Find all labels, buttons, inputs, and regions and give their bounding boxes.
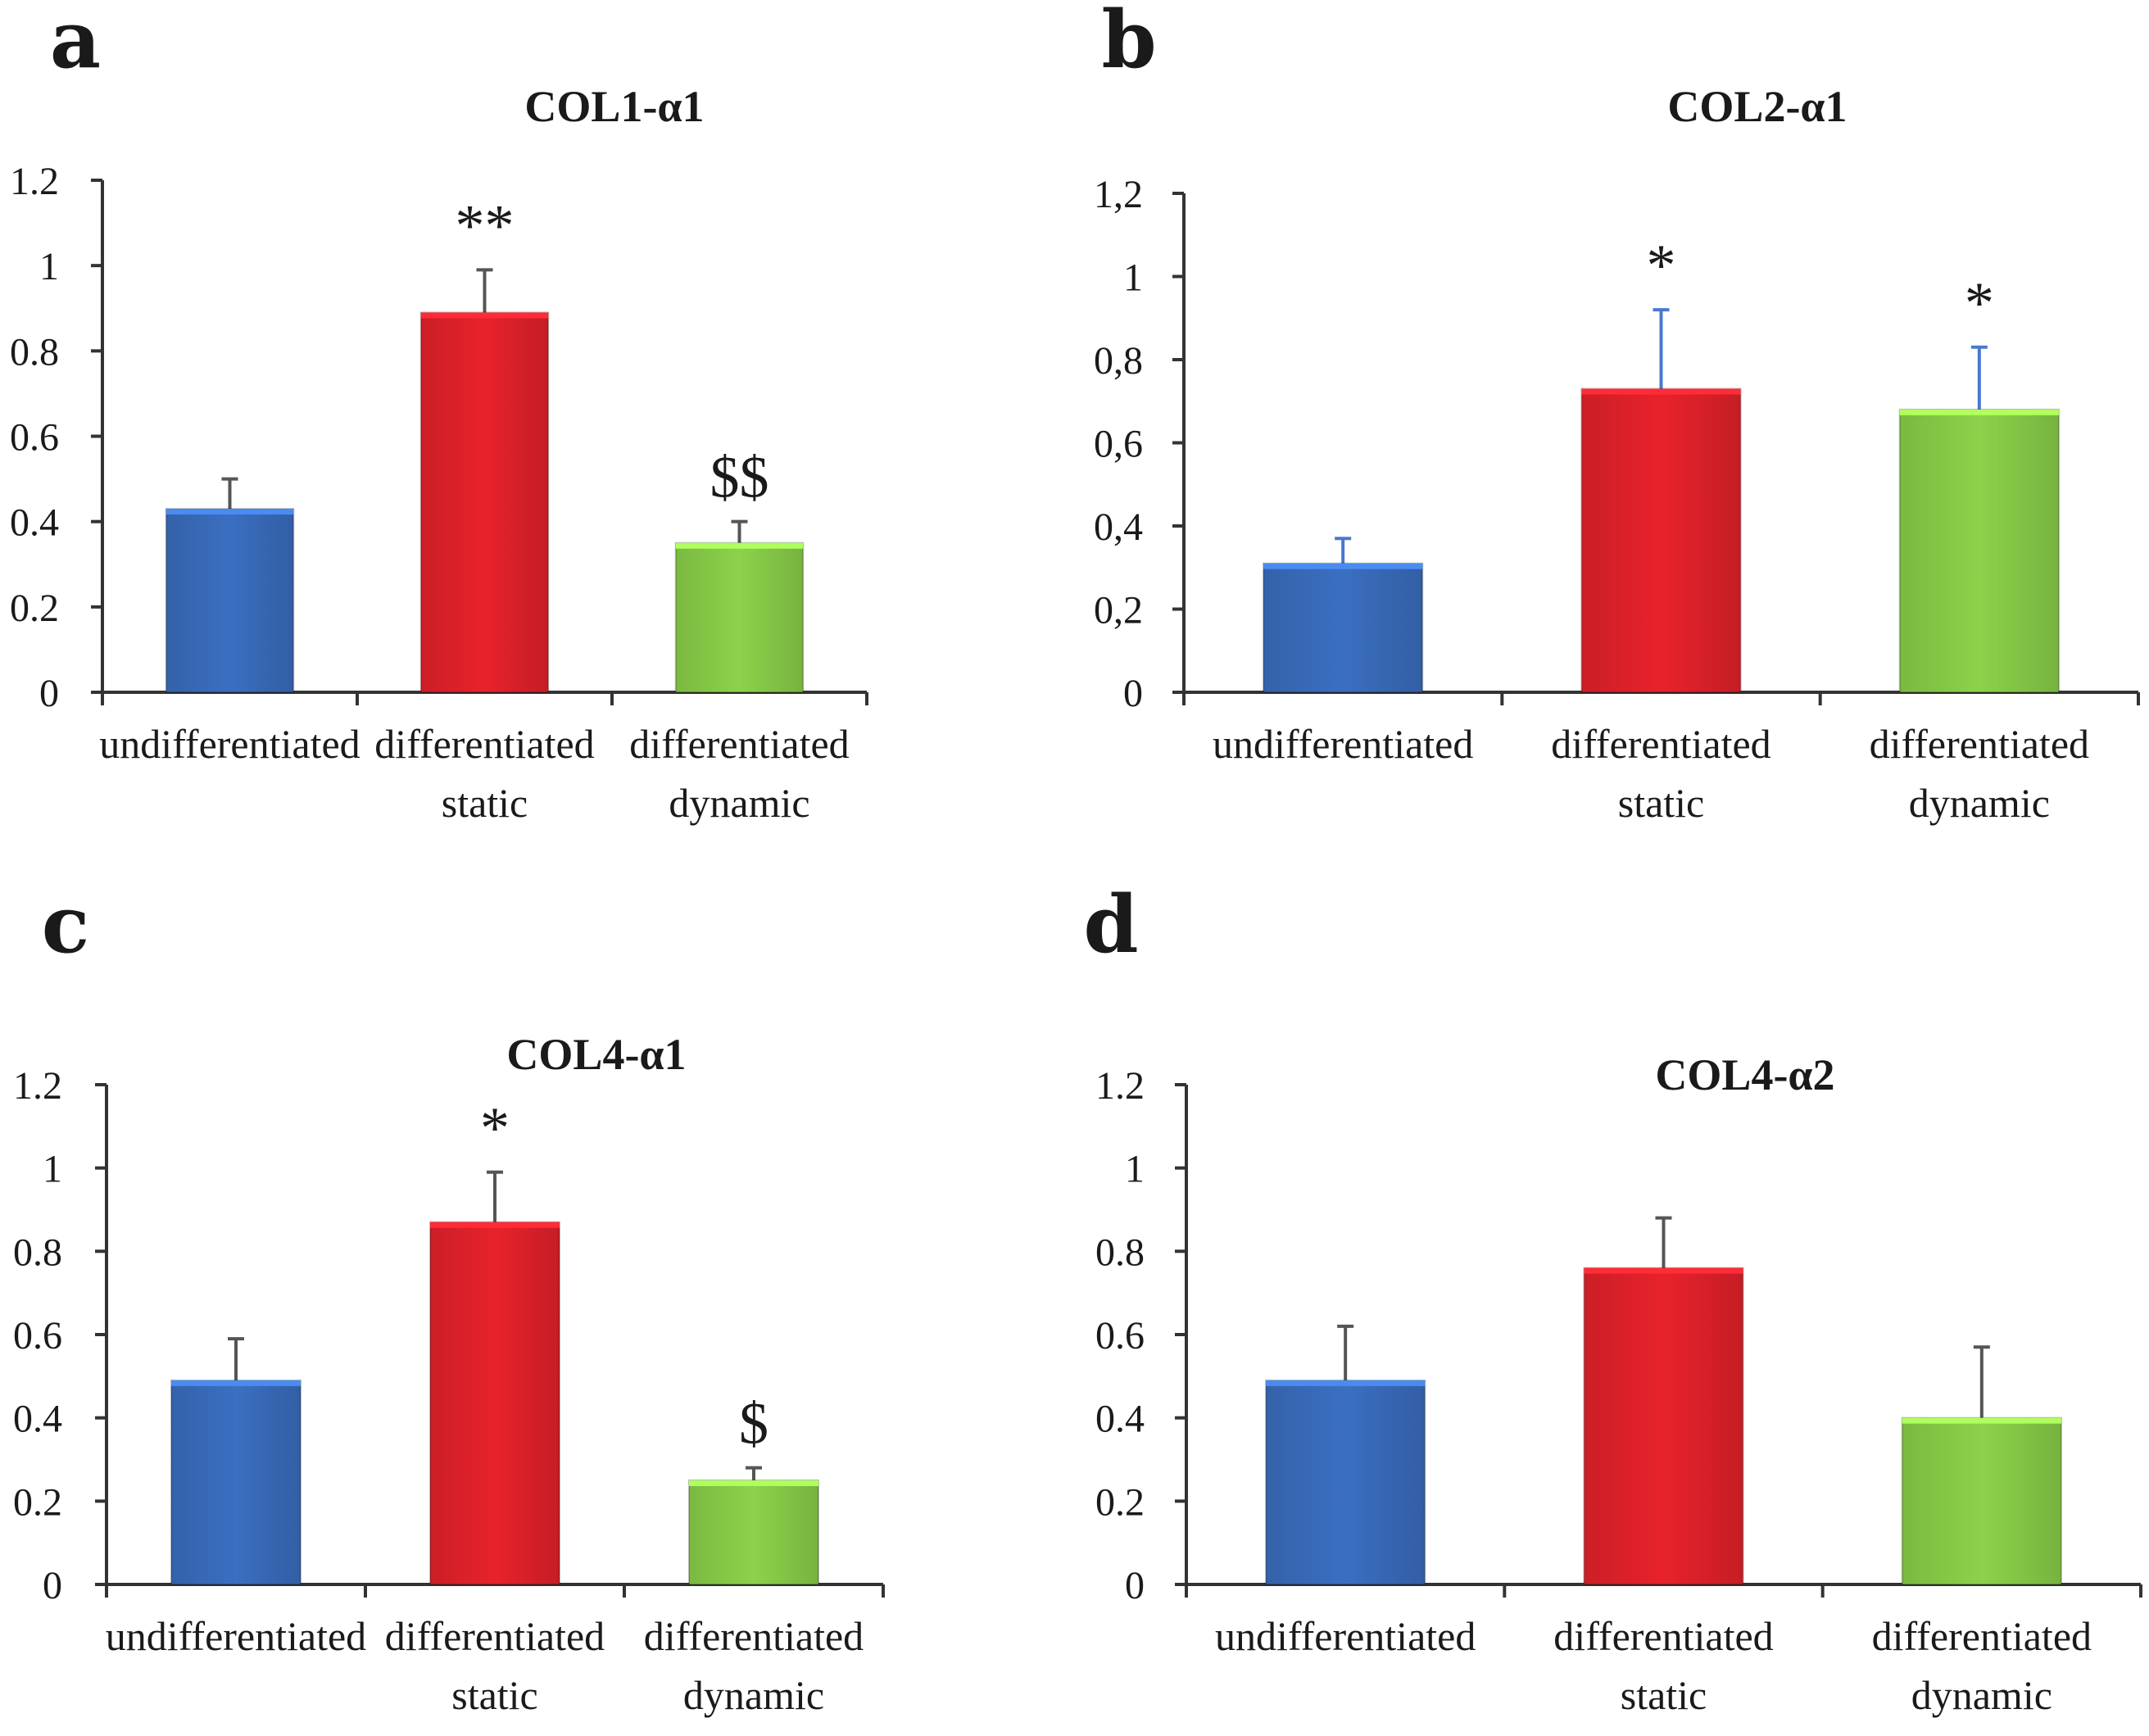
y-tick-label: 0.8 [1095, 1231, 1145, 1274]
category-label: differentiated [374, 721, 594, 767]
y-tick-label: 1.2 [1095, 1064, 1145, 1108]
panel-b: b COL2-α1 0 0,2 0,4 0,6 0,8 1 1,2 undifferentiate… [1094, 0, 2140, 826]
category-label: undifferentiated [1213, 721, 1473, 767]
bar [1901, 1416, 2062, 1585]
bar-top-highlight [689, 1480, 818, 1486]
bar-top-highlight [1266, 1380, 1426, 1386]
category-label: undifferentiated [99, 721, 360, 767]
y-tick-label: 0 [1125, 1564, 1145, 1607]
bar-top-highlight [165, 509, 294, 515]
bar [1898, 408, 2060, 693]
y-tick-label: 0,6 [1094, 423, 1143, 466]
category-label: differentiated [1870, 721, 2089, 767]
category-label: static [1621, 1672, 1707, 1718]
y-tick-label: 1 [1125, 1148, 1145, 1191]
panel-a: a COL1-α1 0 0.2 0.4 0.6 0.8 1 1.2 undifferentiate… [10, 0, 868, 826]
y-tick-label: 1.2 [10, 160, 59, 203]
panel-c: c COL4-α1 0 0.2 0.4 0.6 0.8 1 1.2 undifferentiate… [13, 878, 885, 1718]
category-label: dynamic [1911, 1672, 2052, 1718]
significance-label: $$ [710, 445, 769, 510]
y-tick-label: 0.6 [10, 416, 59, 460]
panel-d: d COL4-α2 0 0.2 0.4 0.6 0.8 1 1.2 undifferentiate… [1083, 878, 2142, 1718]
bar [1265, 1379, 1426, 1585]
category-label: differentiated [1872, 1613, 2092, 1659]
chart-title: COL4-α2 [1655, 1050, 1834, 1099]
bar [1580, 388, 1742, 693]
category-label: static [451, 1672, 538, 1718]
category-label: differentiated [1551, 721, 1770, 767]
panel-letter: b [1101, 0, 1156, 86]
chart-title: COL2-α1 [1667, 82, 1847, 131]
chart-title: COL1-α1 [524, 82, 704, 131]
bar [1583, 1267, 1744, 1585]
category-label: dynamic [1909, 780, 2050, 826]
significance-label: ** [456, 193, 515, 258]
y-tick-label: 0.4 [10, 501, 59, 545]
bar-top-highlight [420, 312, 549, 319]
significance-label: $ [739, 1391, 768, 1457]
category-label: dynamic [683, 1672, 824, 1718]
significance-label: * [480, 1095, 510, 1161]
significance-label: * [1965, 270, 1994, 336]
y-tick-label: 0.4 [1095, 1398, 1145, 1441]
y-tick-label: 0.2 [1095, 1480, 1145, 1524]
y-tick-label: 0.6 [1095, 1314, 1145, 1358]
y-tick-label: 1.2 [13, 1064, 62, 1108]
y-tick-label: 0 [39, 672, 59, 715]
y-tick-label: 0.6 [13, 1314, 62, 1358]
bar-top-highlight [1899, 409, 2059, 415]
bar [165, 508, 295, 694]
chart-title: COL4-α1 [506, 1030, 686, 1079]
y-tick-label: 0.8 [10, 330, 59, 374]
panel-letter: c [42, 878, 89, 971]
category-label: dynamic [669, 780, 809, 826]
bar-top-highlight [1584, 1267, 1743, 1274]
bar [170, 1379, 301, 1585]
y-tick-label: 0,8 [1094, 339, 1143, 383]
category-label: undifferentiated [106, 1613, 366, 1659]
y-tick-label: 0 [43, 1564, 62, 1607]
category-label: differentiated [385, 1613, 605, 1659]
bar-top-highlight [1263, 563, 1423, 569]
y-tick-label: 0.2 [13, 1480, 62, 1524]
bar-top-highlight [171, 1380, 301, 1386]
y-tick-label: 0,4 [1094, 505, 1143, 549]
y-tick-label: 1 [1123, 256, 1143, 300]
bar [429, 1221, 560, 1585]
category-label: static [1618, 780, 1705, 826]
bar-top-highlight [1581, 388, 1741, 395]
bar-top-highlight [1902, 1417, 2061, 1424]
category-label: differentiated [1553, 1613, 1773, 1659]
panel-letter: a [50, 0, 101, 86]
y-tick-label: 0.8 [13, 1231, 62, 1274]
category-label: differentiated [629, 721, 849, 767]
panel-letter: d [1083, 878, 1138, 971]
y-tick-label: 0.4 [13, 1398, 62, 1441]
y-tick-label: 1 [39, 245, 59, 288]
bar [688, 1479, 819, 1585]
category-label: static [442, 780, 528, 826]
bar [1263, 562, 1424, 693]
y-tick-label: 0 [1123, 672, 1143, 715]
category-label: undifferentiated [1215, 1613, 1476, 1659]
y-tick-label: 1 [43, 1148, 62, 1191]
y-tick-label: 1,2 [1094, 173, 1143, 216]
bar [419, 311, 550, 693]
bar-top-highlight [430, 1222, 560, 1228]
y-tick-label: 0,2 [1094, 589, 1143, 632]
bar [674, 542, 805, 693]
category-label: differentiated [644, 1613, 864, 1659]
bar-top-highlight [675, 542, 804, 549]
significance-label: * [1647, 233, 1676, 298]
y-tick-label: 0.2 [10, 587, 59, 630]
